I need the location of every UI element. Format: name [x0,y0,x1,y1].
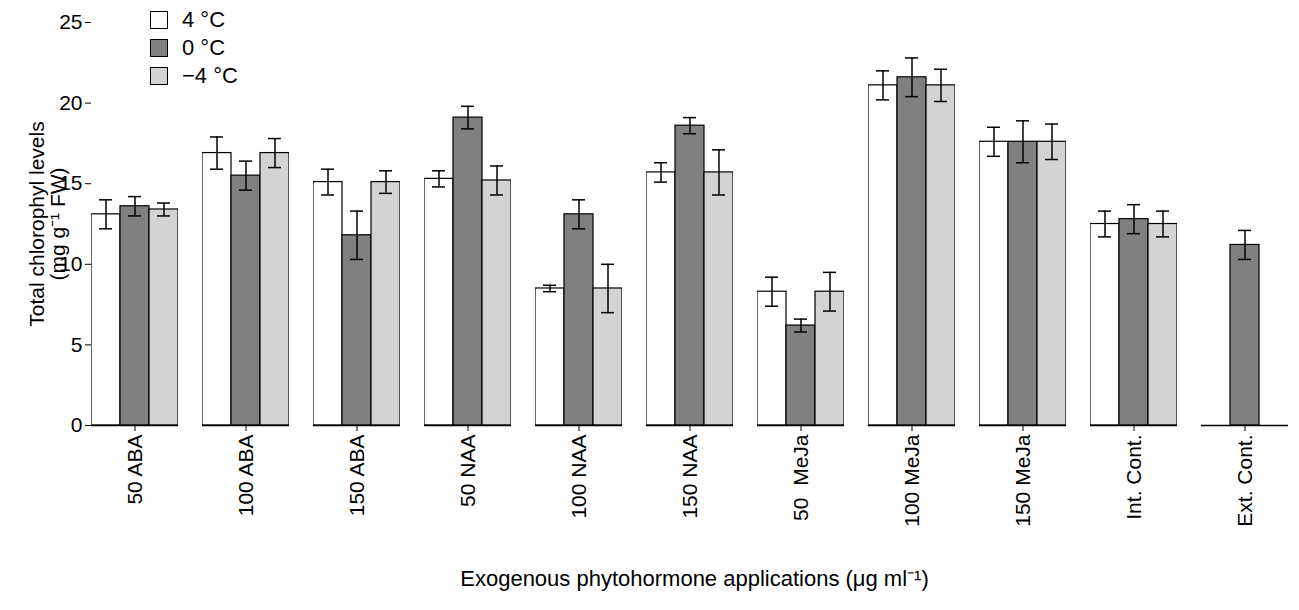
svg-text:50 NAA: 50 NAA [456,435,479,507]
svg-text:5: 5 [71,333,83,356]
svg-text:150 NAA: 150 NAA [678,435,701,519]
html-text:Exogenous phytohormone applica: Exogenous phytohormone applications (μg … [460,566,929,591]
svg-text:25: 25 [59,10,82,33]
svg-text:100 MeJa: 100 MeJa [900,434,923,527]
svg-text:150 ABA: 150 ABA [345,435,368,517]
svg-text:50 MeJa: 50 MeJa [789,434,812,521]
html-text:4 °C: 4 °C [182,7,225,32]
html-text:−4 °C: −4 °C [182,63,238,88]
svg-text:150 MeJa: 150 MeJa [1011,434,1034,527]
svg-text:Int. Cont.: Int. Cont. [1122,435,1145,520]
svg-text:Ext. Cont.: Ext. Cont. [1233,435,1256,527]
svg-text:Total chlorophyl levels(mg g⁻¹: Total chlorophyl levels(mg g⁻¹ FW) [25,121,69,326]
svg-text:100 NAA: 100 NAA [567,435,590,519]
svg-text:50 ABA: 50 ABA [123,435,146,505]
svg-text:100 ABA: 100 ABA [234,435,257,517]
svg-text:15: 15 [59,171,83,195]
svg-text:10: 10 [59,252,83,275]
html-text:0 °C: 0 °C [182,35,225,60]
svg-text:0: 0 [71,413,83,436]
svg-text:20: 20 [59,91,82,114]
